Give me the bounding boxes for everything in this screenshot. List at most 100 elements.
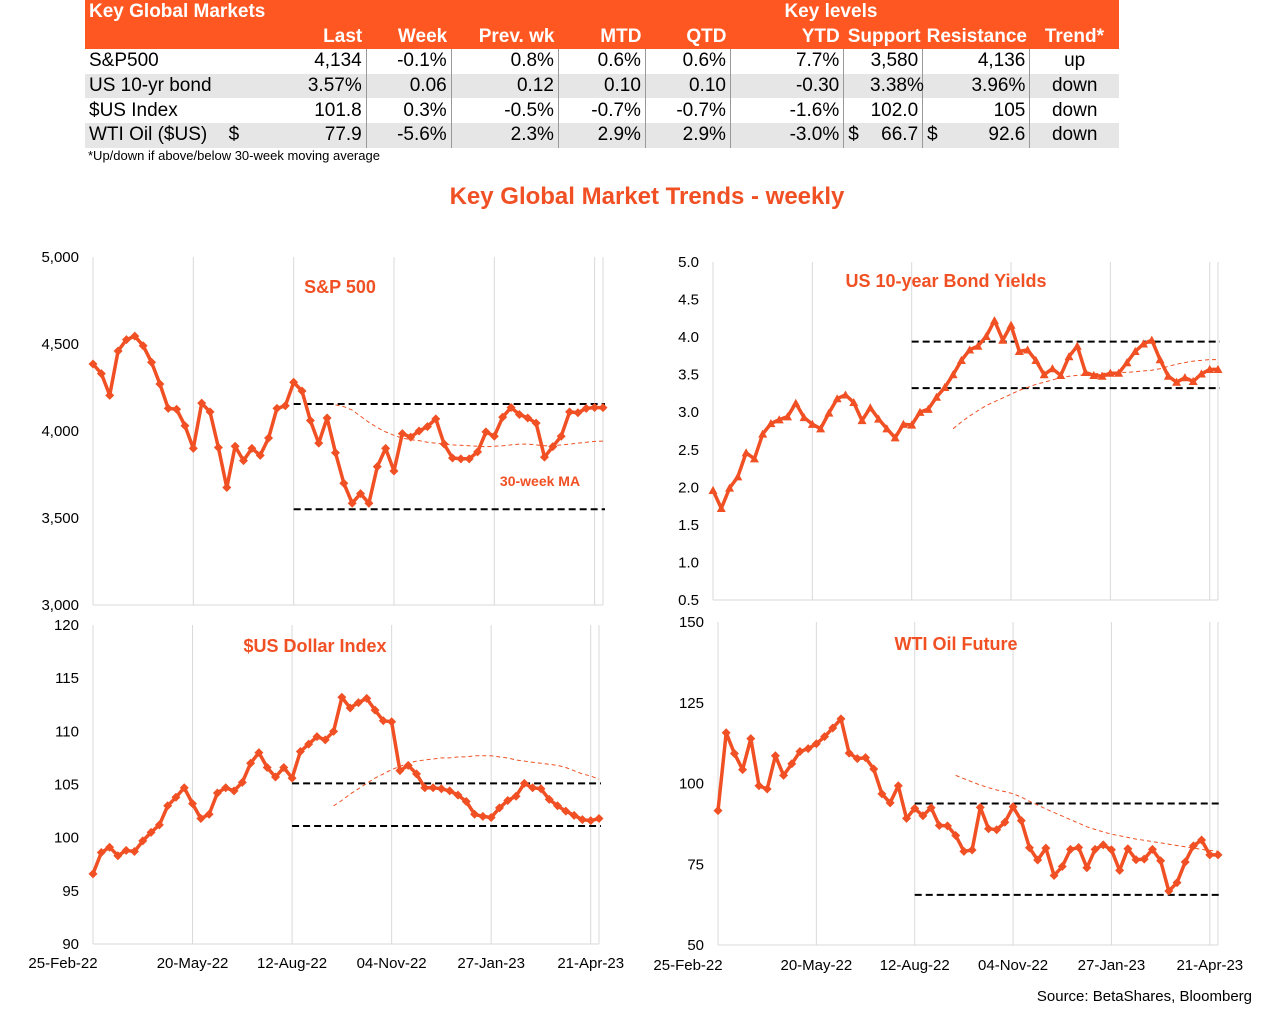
data-point [246,758,256,768]
data-point [356,489,366,499]
data-point [1205,850,1215,860]
chart-title: US 10-year Bond Yields [845,271,1046,291]
data-point [1065,844,1075,854]
data-point [598,403,608,413]
data-point [88,869,98,879]
y-tick-label: 50 [687,937,704,954]
data-point [489,431,499,441]
data-point [113,346,123,356]
data-point [738,765,748,775]
data-point [205,407,215,417]
moving-average-line [955,774,1219,852]
chart-title: $US Dollar Index [243,636,386,656]
data-point [238,456,248,466]
y-tick-label: 2.0 [678,479,699,496]
data-point [221,783,231,793]
data-point [553,801,563,811]
data-point [902,813,912,823]
us10y-chart: 0.5 1.0 1.5 2.0 2.5 3.0 3.5 4.0 4.5 5.0 US 10-year… [678,254,1223,609]
data-point [865,403,875,412]
data-point [1014,346,1024,355]
data-point [229,786,239,796]
data-point [514,409,524,419]
data-point [1147,844,1157,854]
y-tick-label: 150 [679,614,704,631]
y-tick-label: 2.5 [678,442,699,459]
data-point [967,845,977,855]
data-point [519,778,529,788]
data-point [230,441,240,451]
y-tick-label: 3.0 [678,404,699,421]
data-point [536,784,546,794]
data-point [586,816,596,826]
data-point [280,401,290,411]
data-point [749,454,759,463]
y-tick-label: 1.0 [678,554,699,571]
data-point [523,413,533,423]
data-point [1033,855,1043,865]
data-point [1057,862,1067,872]
data-point [1172,377,1182,386]
data-point [1130,346,1140,355]
data-point [877,789,887,799]
data-point [840,390,850,399]
data-point [180,421,190,431]
data-point [130,331,140,341]
data-point [1064,352,1074,361]
data-point [113,851,123,861]
wti-oil-chart: 25-Feb-22 20-May-22 12-Aug-22 04-Nov-22 27-J… [653,614,1243,974]
data-point [511,791,521,801]
data-point [196,814,206,824]
data-point [803,744,813,754]
data-point [428,783,438,793]
data-point [412,769,422,779]
data-point [304,739,314,749]
data-point [816,424,826,433]
data-point [1024,843,1034,853]
y-tick-label: 4,500 [41,336,79,353]
x-tick-label: 25-Feb-22 [28,955,97,972]
data-point [907,420,917,429]
data-point [305,416,315,426]
data-point [406,432,416,442]
data-point [577,815,587,825]
data-point [1097,371,1107,380]
data-point [1172,878,1182,888]
data-point [1188,376,1198,386]
data-point [869,764,879,774]
data-point [339,478,349,488]
data-point [436,784,446,794]
data-point [347,498,357,508]
data-point [849,397,859,407]
data-point [1098,840,1108,850]
data-point [741,448,751,457]
section-label: Key Global Markets [85,0,731,25]
data-point [395,766,405,776]
x-tick-label: 25-Feb-22 [653,957,722,974]
data-point [915,407,925,416]
data-point [573,408,583,418]
data-point [1123,844,1133,854]
data-point [197,398,207,408]
data-point [528,783,538,793]
moving-average-line [952,359,1218,430]
data-point [989,316,999,325]
data-point [320,735,330,745]
data-point [96,848,106,858]
source-note: Source: BetaShares, Bloomberg [1036,988,1252,1005]
data-point [934,820,944,830]
data-point [795,747,805,757]
data-point [105,842,115,852]
data-point [439,439,449,449]
data-point [448,453,458,463]
data-point [163,403,173,413]
data-point [389,466,399,476]
data-point [279,762,289,772]
data-point [799,412,809,422]
data-point [1115,865,1125,875]
data-point [453,790,463,800]
data-point [981,331,991,340]
data-point [1089,370,1099,380]
data-point [262,762,272,772]
data-point [1090,844,1100,854]
